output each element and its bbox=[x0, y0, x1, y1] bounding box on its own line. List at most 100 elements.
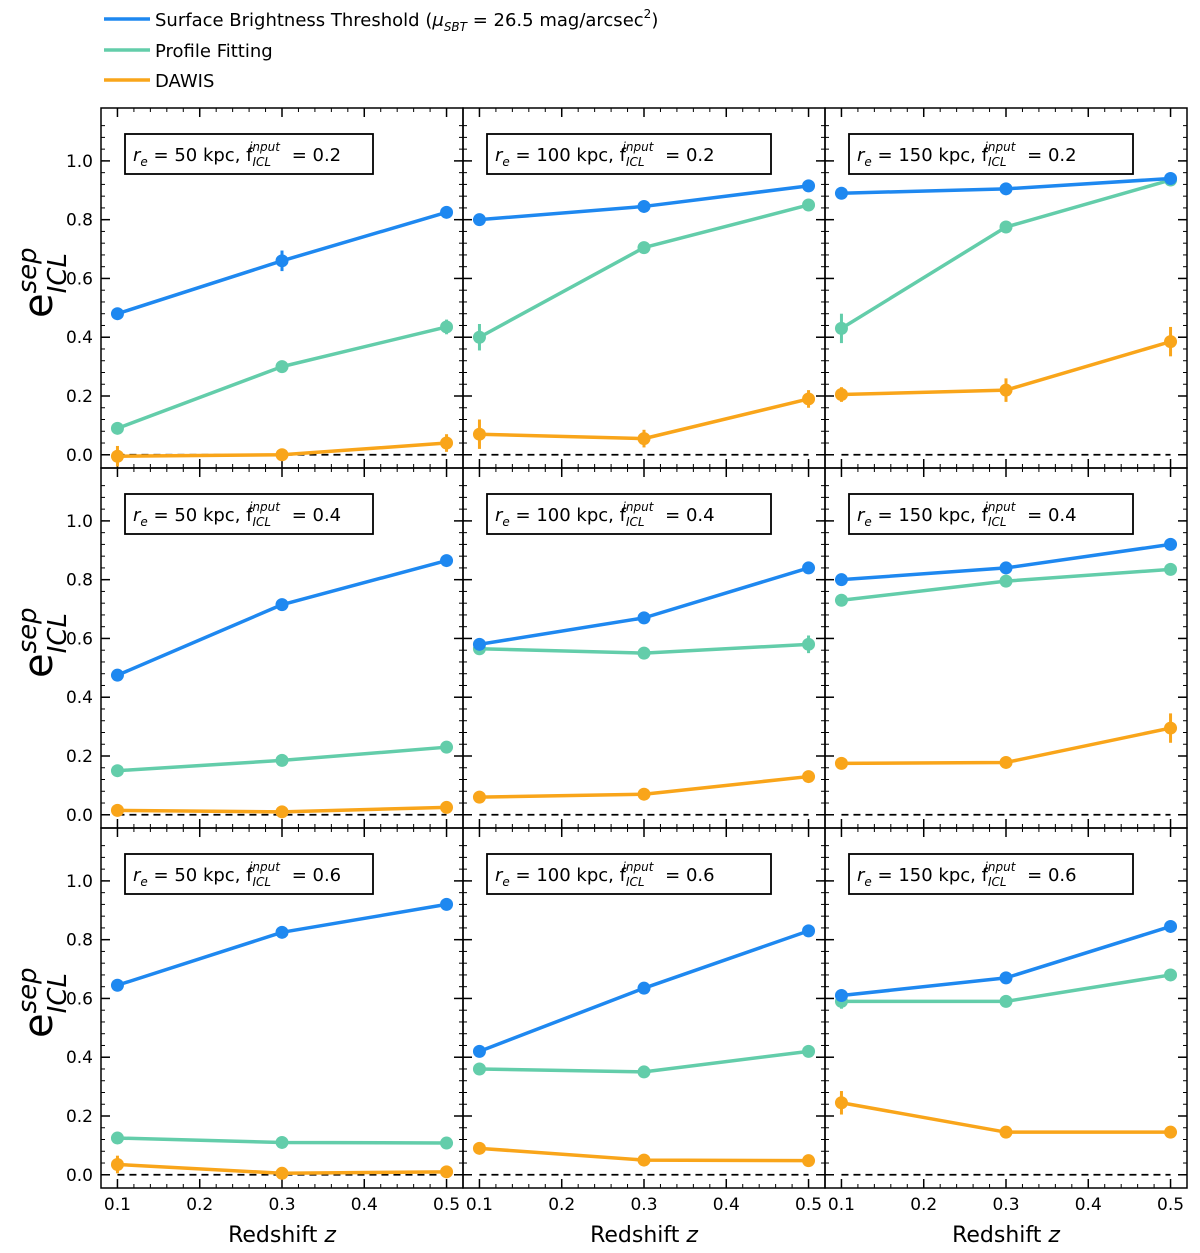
data-point-sbt bbox=[637, 199, 651, 213]
data-point-profile bbox=[110, 421, 124, 435]
data-point-dawis bbox=[275, 1166, 289, 1180]
series-line-profile bbox=[478, 203, 809, 339]
data-point-dawis bbox=[637, 787, 651, 801]
data-point-sbt bbox=[275, 598, 289, 612]
data-point-profile bbox=[275, 1135, 289, 1149]
x-tick-label: 0.4 bbox=[351, 1195, 378, 1215]
y-tick-label: 0.6 bbox=[66, 989, 93, 1009]
series-line-sbt bbox=[116, 902, 447, 987]
data-point-sbt bbox=[1164, 919, 1178, 933]
series-line-sbt bbox=[479, 566, 810, 647]
parameter-label: re = 50 kpc, fICLinput = 0.2 bbox=[133, 140, 341, 169]
y-axis-label: esepICL bbox=[13, 247, 73, 318]
data-point-profile bbox=[1164, 562, 1178, 576]
legend-label-sbt: Surface Brightness Threshold (μSBT = 26.… bbox=[155, 7, 658, 34]
data-point-sbt bbox=[440, 897, 454, 911]
data-point-profile bbox=[472, 1062, 486, 1076]
data-point-dawis bbox=[275, 448, 289, 462]
data-point-dawis bbox=[999, 755, 1013, 769]
data-point-dawis bbox=[1164, 335, 1178, 349]
data-point-sbt bbox=[1164, 537, 1178, 551]
parameter-box bbox=[848, 133, 1134, 175]
data-point-sbt bbox=[802, 561, 816, 575]
data-point-profile bbox=[440, 320, 454, 334]
y-tick-label: 0.2 bbox=[66, 1107, 93, 1127]
parameter-label: re = 100 kpc, fICLinput = 0.6 bbox=[495, 860, 715, 889]
data-point-sbt bbox=[834, 573, 848, 587]
data-point-sbt bbox=[275, 254, 289, 268]
x-tick-label: 0.2 bbox=[548, 1195, 575, 1215]
x-tick-label: 0.2 bbox=[910, 1195, 937, 1215]
x-tick-label: 0.1 bbox=[466, 1195, 493, 1215]
x-tick-label: 0.3 bbox=[992, 1195, 1019, 1215]
panel-7: re = 50 kpc, fICLinput = 0.6 0.0 0.2 0.4 0.6… bbox=[13, 827, 464, 1248]
parameter-box bbox=[124, 493, 374, 535]
legend-label-profile: Profile Fitting bbox=[155, 41, 273, 62]
data-point-dawis bbox=[472, 427, 486, 441]
x-tick-label: 0.3 bbox=[630, 1195, 657, 1215]
data-point-dawis bbox=[637, 432, 651, 446]
data-point-profile bbox=[999, 994, 1013, 1008]
panel-5: re = 100 kpc, fICLinput = 0.4 bbox=[462, 467, 826, 829]
panel-2: re = 100 kpc, fICLinput = 0.2 bbox=[462, 107, 826, 469]
data-point-sbt bbox=[999, 182, 1013, 196]
data-point-dawis bbox=[440, 800, 454, 814]
data-point-sbt bbox=[802, 924, 816, 938]
data-point-sbt bbox=[999, 561, 1013, 575]
parameter-label: re = 50 kpc, fICLinput = 0.4 bbox=[133, 500, 341, 529]
data-point-dawis bbox=[637, 1153, 651, 1167]
series-line-sbt bbox=[841, 924, 1172, 998]
data-point-profile bbox=[999, 220, 1013, 234]
parameter-box bbox=[486, 853, 772, 895]
data-point-sbt bbox=[440, 554, 454, 568]
data-point-dawis bbox=[834, 388, 848, 402]
x-axis-label: Redshift z bbox=[590, 1223, 698, 1248]
parameter-box bbox=[848, 493, 1134, 535]
parameter-label: re = 100 kpc, fICLinput = 0.2 bbox=[495, 140, 715, 169]
parameter-box bbox=[486, 493, 772, 535]
y-axis-label: esepICL bbox=[13, 967, 73, 1038]
data-point-profile bbox=[1164, 968, 1178, 982]
data-point-dawis bbox=[1164, 721, 1178, 735]
data-point-dawis bbox=[802, 1154, 816, 1168]
data-point-dawis bbox=[999, 383, 1013, 397]
panel-frame bbox=[824, 827, 1188, 1189]
y-tick-label: 0.8 bbox=[66, 571, 93, 591]
panel-3: re = 150 kpc, fICLinput = 0.2 bbox=[824, 107, 1188, 469]
parameter-box bbox=[124, 133, 374, 175]
parameter-label: re = 50 kpc, fICLinput = 0.6 bbox=[133, 860, 341, 889]
data-point-profile bbox=[275, 753, 289, 767]
legend-label-dawis: DAWIS bbox=[155, 71, 214, 92]
parameter-box bbox=[848, 853, 1134, 895]
data-point-profile bbox=[440, 1136, 454, 1150]
parameter-box bbox=[124, 853, 374, 895]
data-point-profile bbox=[637, 1065, 651, 1079]
y-tick-label: 0.8 bbox=[66, 931, 93, 951]
data-point-profile bbox=[802, 1044, 816, 1058]
data-point-profile bbox=[110, 1131, 124, 1145]
data-point-profile bbox=[275, 360, 289, 374]
data-point-sbt bbox=[110, 307, 124, 321]
x-tick-label: 0.1 bbox=[104, 1195, 131, 1215]
data-point-sbt bbox=[110, 668, 124, 682]
data-point-dawis bbox=[472, 1141, 486, 1155]
y-tick-label: 0.0 bbox=[66, 446, 93, 466]
data-point-sbt bbox=[110, 978, 124, 992]
data-point-dawis bbox=[275, 805, 289, 819]
data-point-dawis bbox=[802, 770, 816, 784]
x-tick-label: 0.5 bbox=[1157, 1195, 1184, 1215]
data-point-profile bbox=[802, 637, 816, 651]
x-tick-label: 0.5 bbox=[433, 1195, 460, 1215]
data-point-sbt bbox=[472, 637, 486, 651]
parameter-label: re = 150 kpc, fICLinput = 0.6 bbox=[857, 860, 1077, 889]
legend: Surface Brightness Threshold (μSBT = 26.… bbox=[104, 7, 658, 92]
y-tick-label: 0.8 bbox=[66, 211, 93, 231]
x-tick-label: 0.4 bbox=[1075, 1195, 1102, 1215]
data-point-dawis bbox=[110, 803, 124, 817]
x-axis-label: Redshift z bbox=[952, 1223, 1060, 1248]
x-tick-label: 0.4 bbox=[713, 1195, 740, 1215]
y-tick-label: 1.0 bbox=[66, 152, 93, 172]
data-point-dawis bbox=[440, 1165, 454, 1179]
parameter-label: re = 100 kpc, fICLinput = 0.4 bbox=[495, 500, 715, 529]
